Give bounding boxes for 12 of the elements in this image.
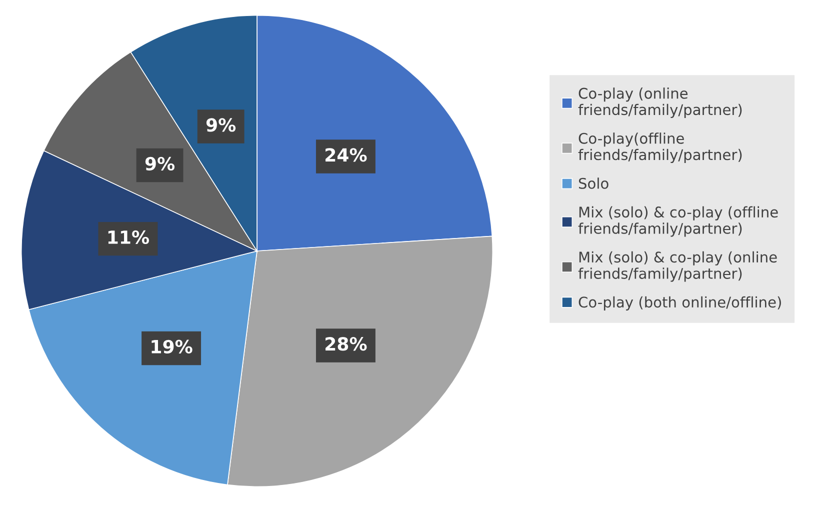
data-label: 9%	[145, 156, 175, 171]
data-label: 19%	[152, 340, 192, 354]
data-label: 9%	[206, 118, 236, 132]
legend-label: Co-play(offline friends/family/partner)	[578, 132, 742, 164]
data-label: 11%	[108, 230, 150, 244]
data-label: 24%	[326, 148, 367, 162]
legend-label: Mix (solo) & co-play (offline friends/family/partner)	[578, 206, 778, 237]
legend-label: Co-play (both online/offline)	[578, 296, 781, 310]
data-label: 28%	[326, 337, 367, 351]
legend-label: Co-play (online friends/family/partner)	[578, 88, 742, 118]
legend-label: Solo	[578, 178, 608, 189]
legend-label: Mix (solo) & co-play (online friends/family/partner)	[578, 251, 777, 282]
